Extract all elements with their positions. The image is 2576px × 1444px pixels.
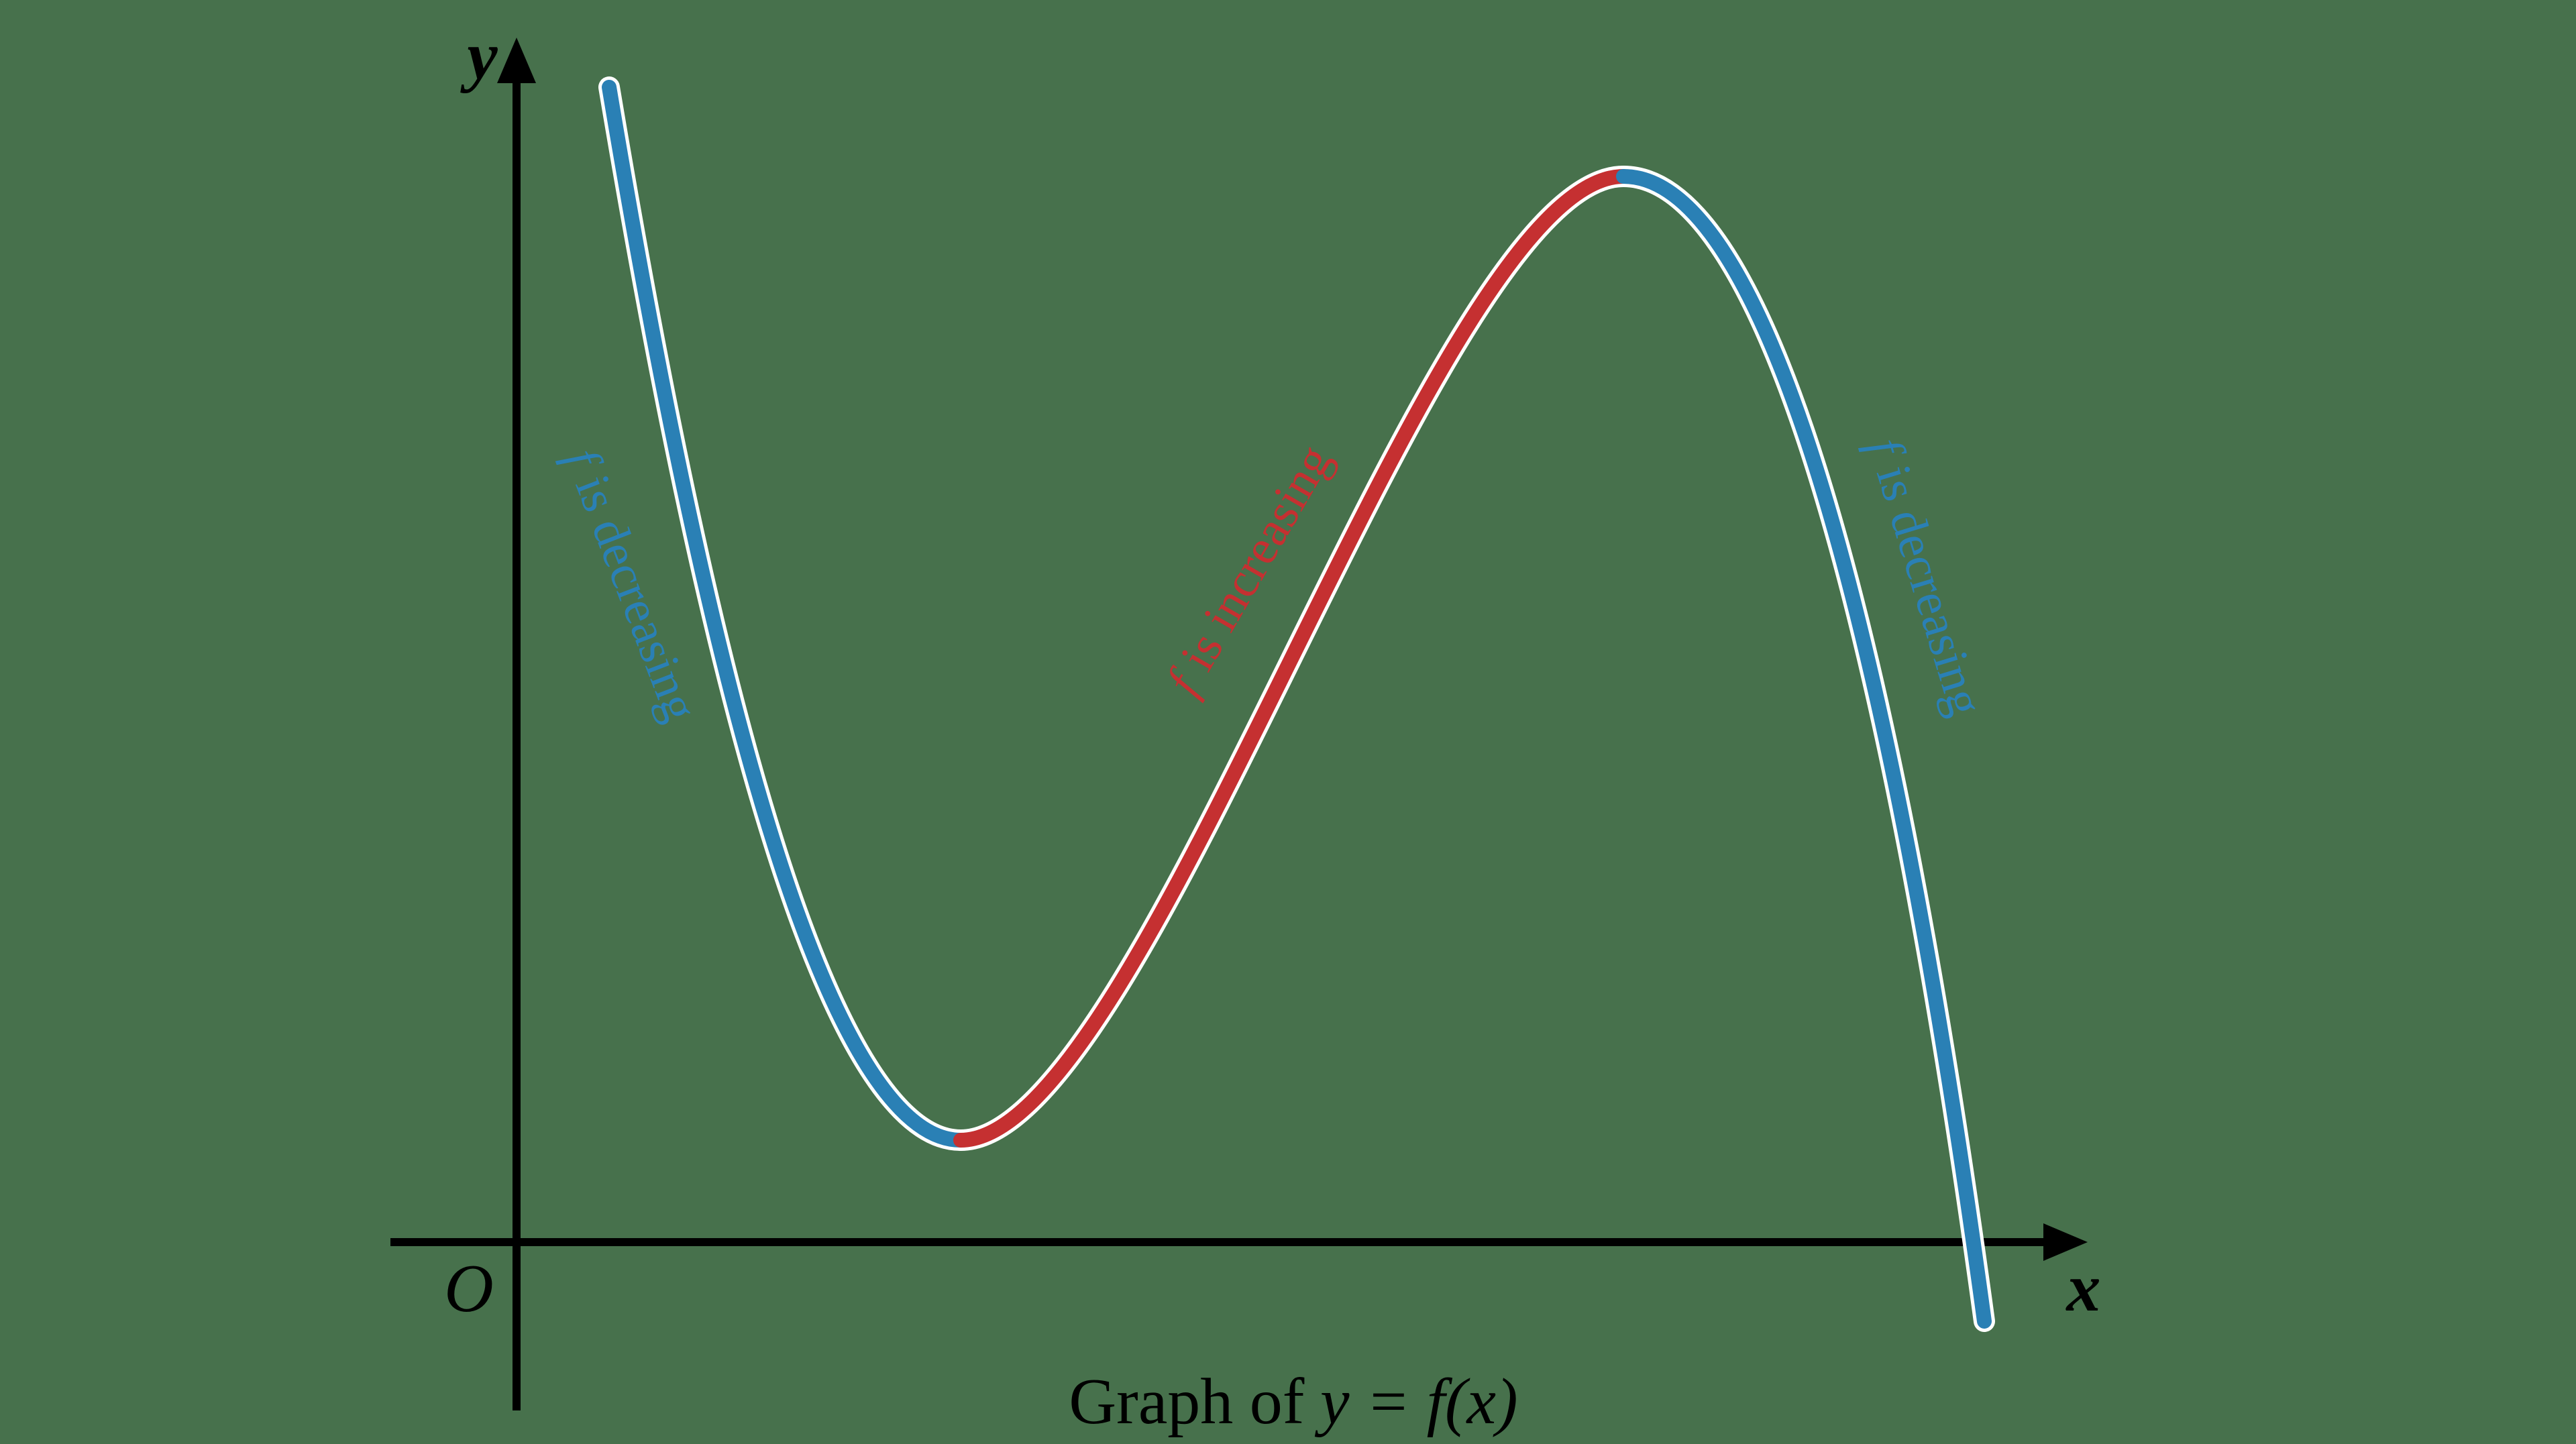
curve-decreasing-right — [1616, 169, 1992, 1329]
curve-decreasing-left — [602, 80, 968, 1148]
x-axis-arrowhead-icon — [2043, 1223, 2088, 1261]
curve-casing-right — [1613, 166, 1995, 1332]
caption-prefix: Graph of — [1069, 1366, 1305, 1438]
x-axis-label: x — [2066, 1250, 2101, 1326]
y-axis-label: y — [467, 18, 498, 94]
origin-label: O — [444, 1251, 494, 1327]
y-axis-arrowhead-icon — [497, 38, 536, 83]
curve-increasing-middle — [953, 169, 1631, 1148]
figure-caption: Graph of y = f(x) — [1069, 1369, 1517, 1435]
caption-math: y = f(x) — [1320, 1366, 1518, 1438]
